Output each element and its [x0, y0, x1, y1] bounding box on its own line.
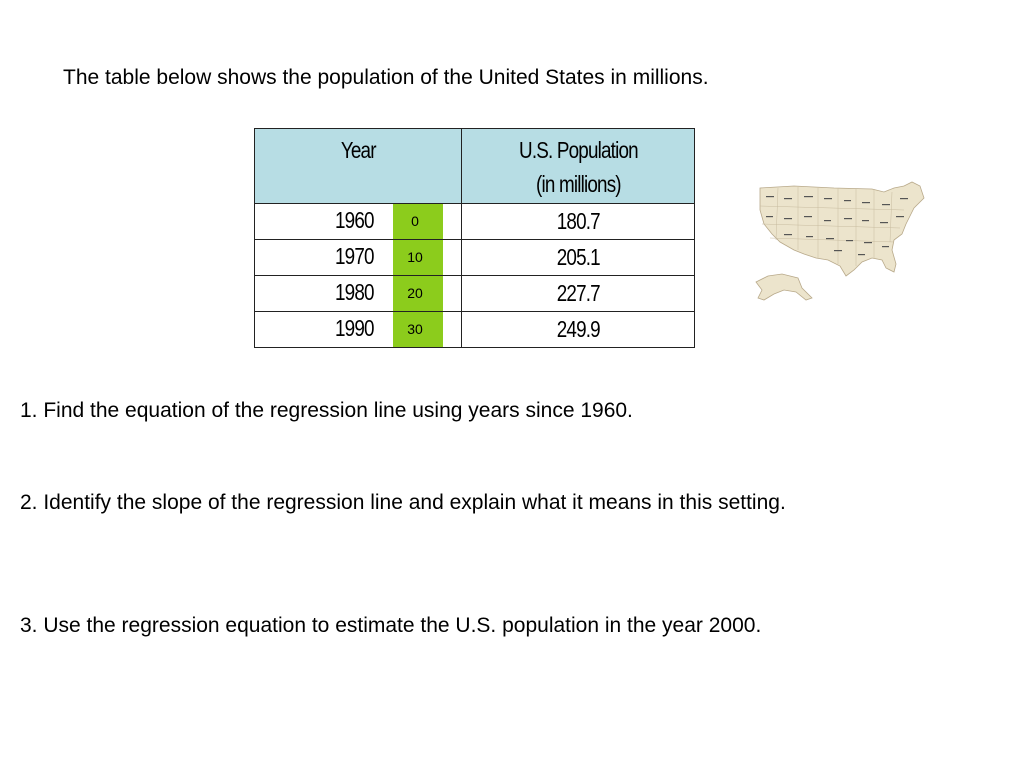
year-cell: 1980 20 [254, 275, 462, 312]
alaska-shape [755, 273, 813, 301]
table-row: 1980 20 227.7 [254, 275, 695, 312]
years-since-1960-box: 10 [393, 240, 443, 275]
year-value: 1990 [335, 315, 375, 341]
us-map-image [755, 181, 925, 301]
year-value: 1970 [335, 243, 375, 269]
population-cell: 227.7 [461, 275, 695, 312]
year-cell: 1970 10 [254, 239, 462, 276]
population-column-header: U.S. Population (in millions) [461, 128, 695, 204]
us-mainland-shape [759, 181, 925, 277]
table-row: 1990 30 249.9 [254, 311, 695, 348]
table-header-row: Year U.S. Population (in millions) [254, 128, 695, 204]
question-1: 1. Find the equation of the regression l… [20, 399, 633, 422]
population-cell: 249.9 [461, 311, 695, 348]
year-column-header: Year [254, 128, 462, 204]
intro-text: The table below shows the population of … [63, 66, 709, 89]
question-3: 3. Use the regression equation to estima… [20, 614, 762, 637]
year-cell: 1990 30 [254, 311, 462, 348]
table-row: 1960 0 180.7 [254, 203, 695, 240]
years-since-1960-box: 30 [393, 312, 443, 347]
question-2: 2. Identify the slope of the regression … [20, 491, 786, 514]
table-row: 1970 10 205.1 [254, 239, 695, 276]
year-cell: 1960 0 [254, 203, 462, 240]
years-since-1960-box: 20 [393, 276, 443, 311]
years-since-1960-box: 0 [393, 204, 443, 239]
population-table: Year U.S. Population (in millions) 1960 0… [254, 128, 695, 348]
population-cell: 205.1 [461, 239, 695, 276]
year-value: 1980 [335, 279, 375, 305]
population-cell: 180.7 [461, 203, 695, 240]
year-value: 1960 [335, 207, 375, 233]
